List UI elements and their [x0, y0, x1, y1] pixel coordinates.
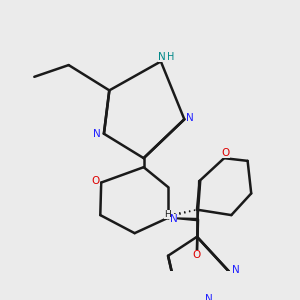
Text: N: N — [93, 129, 101, 139]
Text: N: N — [158, 52, 166, 62]
Text: H: H — [167, 52, 175, 61]
Text: N: N — [206, 294, 213, 300]
Polygon shape — [198, 181, 201, 220]
Text: O: O — [192, 250, 201, 260]
Text: H: H — [164, 210, 171, 219]
Text: N: N — [232, 265, 240, 275]
Polygon shape — [168, 218, 198, 221]
Text: O: O — [92, 176, 100, 186]
Text: N: N — [169, 214, 177, 224]
Text: N: N — [186, 113, 194, 123]
Text: O: O — [221, 148, 230, 158]
